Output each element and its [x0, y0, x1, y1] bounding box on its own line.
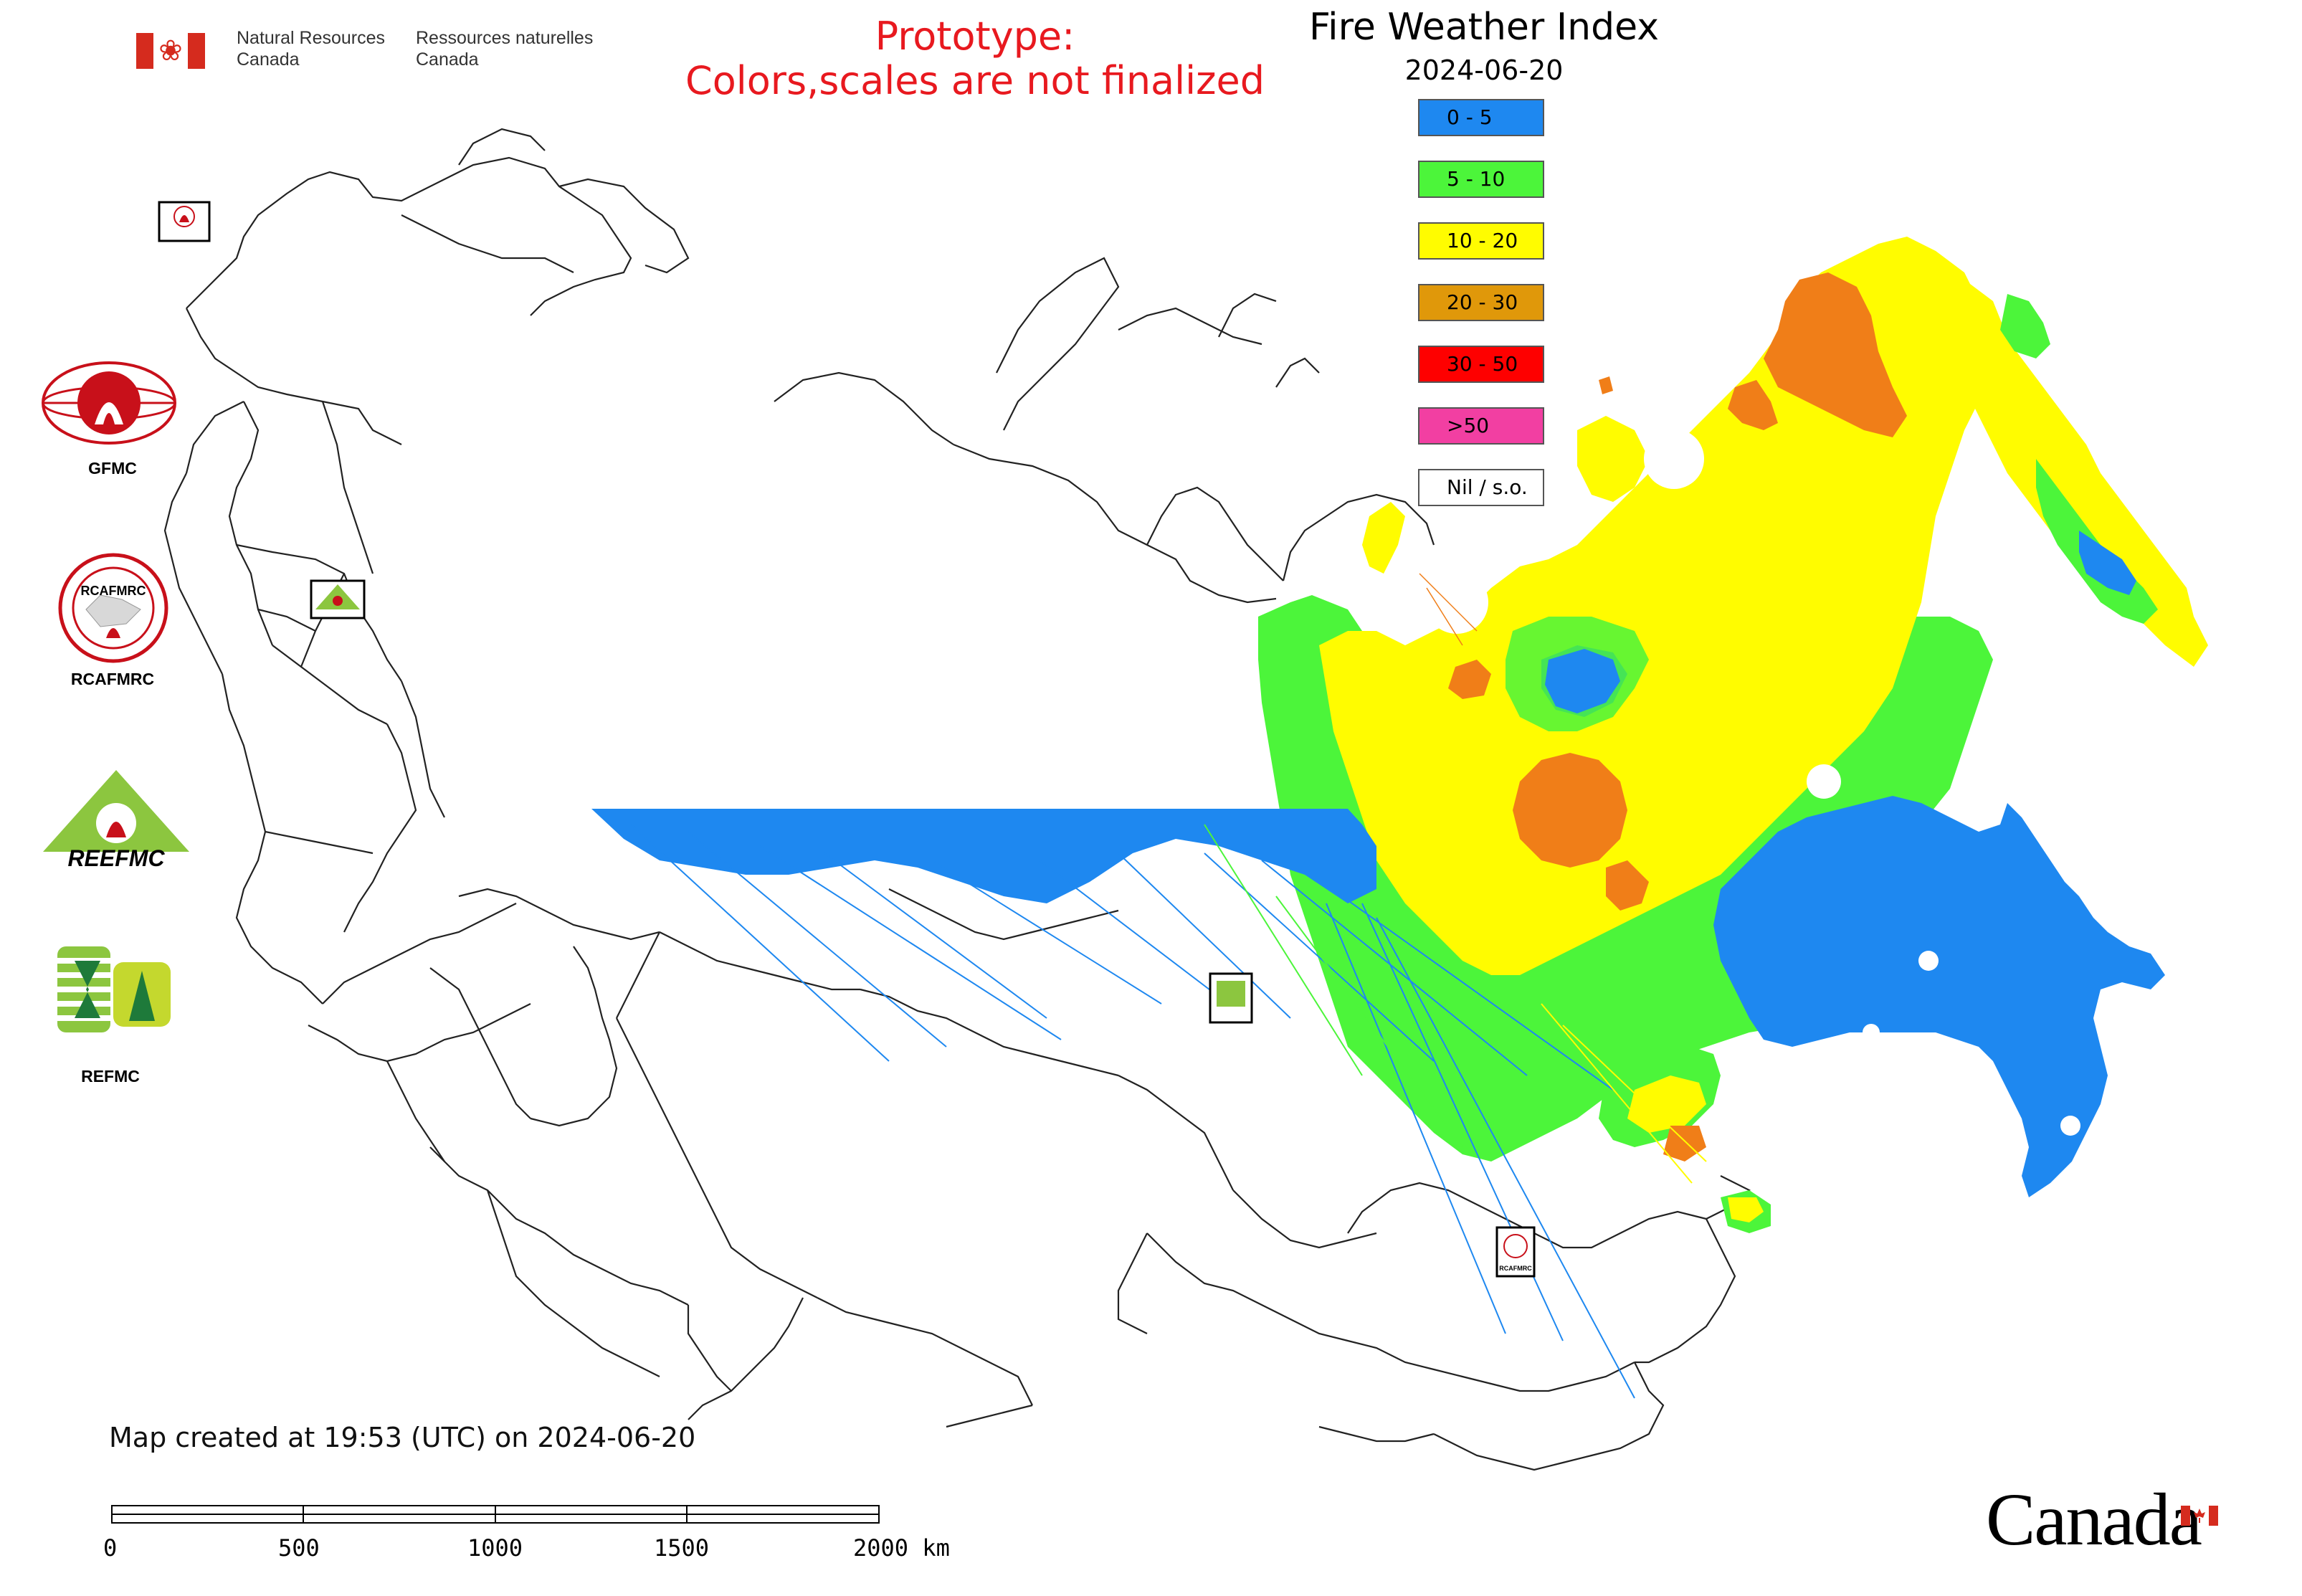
svg-text:RCAFMRC: RCAFMRC	[1499, 1265, 1532, 1272]
refmc-label: REFMC	[81, 1067, 140, 1086]
rcafmrc-logo: RCAFMRC	[58, 553, 168, 663]
scale-tick-2: 1000	[467, 1534, 523, 1562]
scale-tick-3: 1500	[654, 1534, 710, 1562]
legend-title: Fire Weather Index	[1309, 6, 1659, 49]
country-borders	[163, 128, 1751, 1471]
legend-class-2: 10 - 20	[1418, 222, 1544, 260]
reefmc-logo: REEFMC	[43, 770, 189, 871]
canada-wordmark: Canada	[1986, 1478, 2202, 1561]
legend-date: 2024-06-20	[1404, 54, 1564, 86]
scale-tick-0: 0	[103, 1534, 118, 1562]
gfmc-label: GFMC	[88, 459, 137, 478]
dept-name-en: Natural Resources Canada	[237, 28, 386, 70]
scale-bar	[111, 1505, 880, 1524]
prototype-warning: Prototype: Colors,scales are not finaliz…	[685, 14, 1265, 103]
map-created-timestamp: Map created at 19:53 (UTC) on 2024-06-20	[109, 1422, 696, 1453]
canada-wordmark-flag-icon	[2181, 1506, 2218, 1526]
legend-class-1: 5 - 10	[1418, 161, 1544, 198]
scale-tick-1: 500	[278, 1534, 320, 1562]
map-center-markers	[158, 201, 1536, 1278]
rcafmrc-marker-caption: RCAFMRC	[1499, 1265, 1532, 1272]
nrcan-signature: ❀ Natural Resources Canada Ressources na…	[136, 27, 609, 77]
gfmc-logo	[42, 361, 176, 445]
legend-class-6: Nil / s.o.	[1418, 469, 1544, 506]
svg-text:REEFMC: REEFMC	[67, 845, 165, 871]
refmc-logo	[57, 946, 171, 1032]
dept-name-fr: Ressources naturelles Canada	[416, 28, 594, 70]
canada-flag-icon: ❀	[136, 33, 205, 69]
rcafmrc-label: RCAFMRC	[70, 670, 155, 688]
legend-class-0: 0 - 5	[1418, 99, 1544, 136]
legend-class-3: 20 - 30	[1418, 284, 1544, 321]
legend-class-5: >50	[1418, 407, 1544, 445]
svg-text:RCAFMRC: RCAFMRC	[81, 584, 146, 598]
raster-artifact-streaks	[591, 573, 1707, 1399]
legend-class-4: 30 - 50	[1418, 346, 1544, 383]
rcafmrc-map-marker	[1495, 1226, 1536, 1278]
fwi-raster	[1258, 237, 2208, 1233]
scale-tick-4: 2000 km	[853, 1534, 950, 1562]
